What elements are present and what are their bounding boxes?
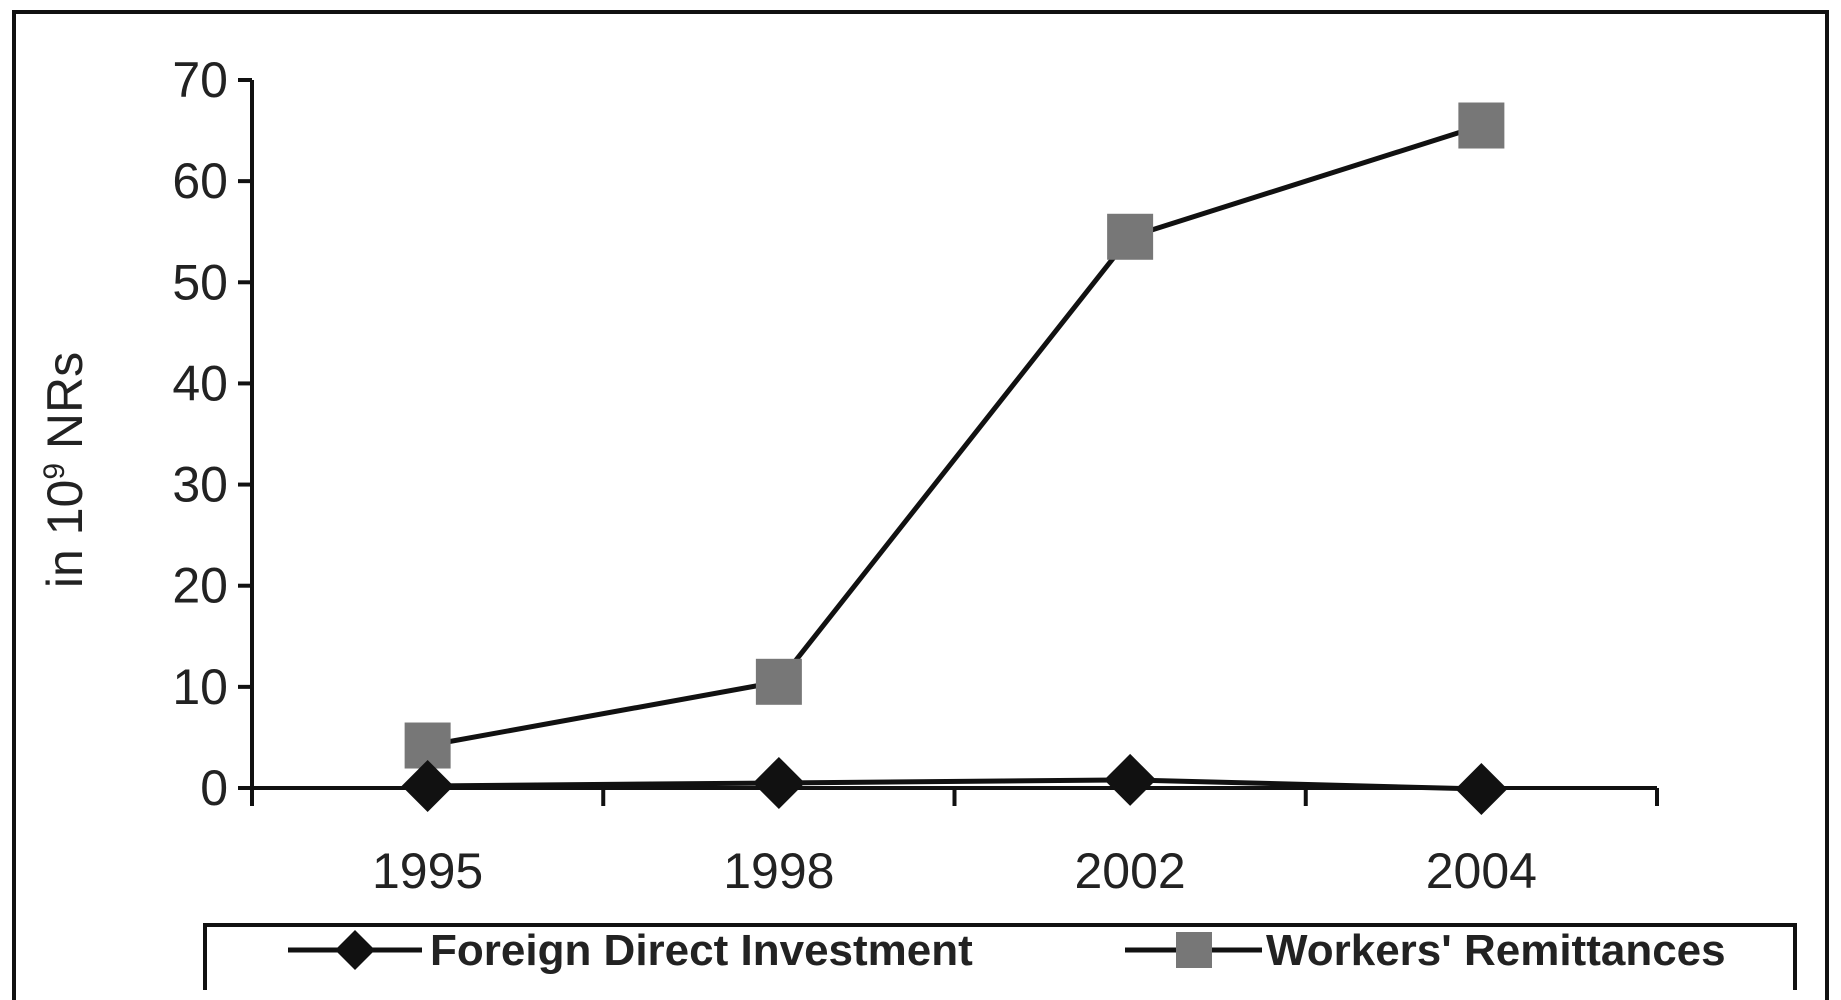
- legend: Foreign Direct Investment Workers' Remit…: [203, 923, 1797, 990]
- x-tick-label: 1995: [372, 843, 483, 899]
- data-point-diamond: [752, 756, 805, 809]
- y-ticks: 0 10 20 30 40 50 60 70: [172, 52, 252, 816]
- legend-marker-remittances: [1176, 932, 1212, 968]
- y-tick-label: 60: [172, 153, 228, 209]
- x-ticks: 1995 1998 2002 2004: [250, 788, 1659, 899]
- data-point-square: [755, 658, 802, 705]
- series-line: [427, 123, 1483, 748]
- data-point-diamond: [401, 759, 454, 812]
- data-point-diamond: [1455, 763, 1508, 816]
- y-axis-title-sup: 9: [38, 463, 71, 480]
- series-line: [427, 777, 1482, 792]
- y-axis-title-main: in 10: [37, 480, 93, 588]
- y-tick-label: 10: [172, 659, 228, 715]
- x-tick-label: 2002: [1075, 843, 1186, 899]
- y-axis-title: in 109 NRs: [37, 352, 93, 588]
- x-tick-label: 1998: [723, 843, 834, 899]
- x-tick-label: 2004: [1426, 843, 1537, 899]
- y-tick-label: 50: [172, 254, 228, 310]
- y-tick-label: 20: [172, 558, 228, 614]
- legend-label-fdi: Foreign Direct Investment: [430, 926, 973, 975]
- series-remittances: [404, 102, 1505, 769]
- series-fdi: [401, 753, 1508, 816]
- y-tick-label: 30: [172, 457, 228, 513]
- legend-box: [203, 923, 1797, 990]
- data-point-square: [1458, 102, 1505, 149]
- data-point-square: [1107, 213, 1154, 260]
- legend-marker-fdi: [335, 930, 375, 970]
- y-tick-label: 0: [200, 760, 228, 816]
- legend-label-remittances: Workers' Remittances: [1266, 926, 1726, 975]
- y-tick-label: 70: [172, 52, 228, 108]
- series-layer: [401, 102, 1508, 816]
- data-point-diamond: [1104, 753, 1157, 806]
- y-tick-label: 40: [172, 355, 228, 411]
- y-axis-title-tail: NRs: [37, 352, 93, 463]
